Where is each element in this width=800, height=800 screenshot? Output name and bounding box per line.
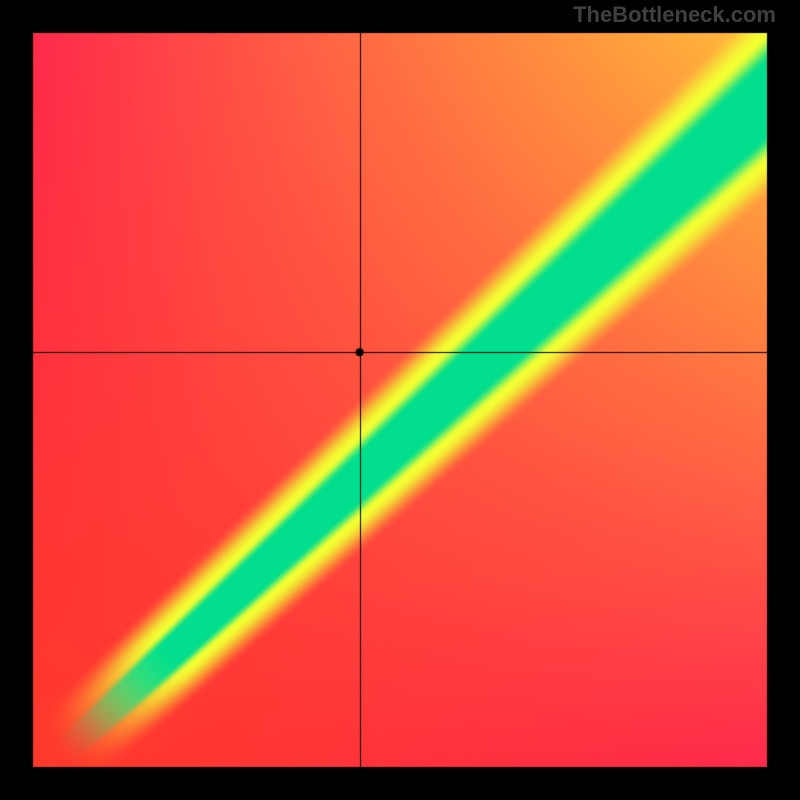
heatmap-canvas — [0, 0, 800, 800]
chart-stage: TheBottleneck.com — [0, 0, 800, 800]
watermark-text: TheBottleneck.com — [573, 2, 776, 28]
